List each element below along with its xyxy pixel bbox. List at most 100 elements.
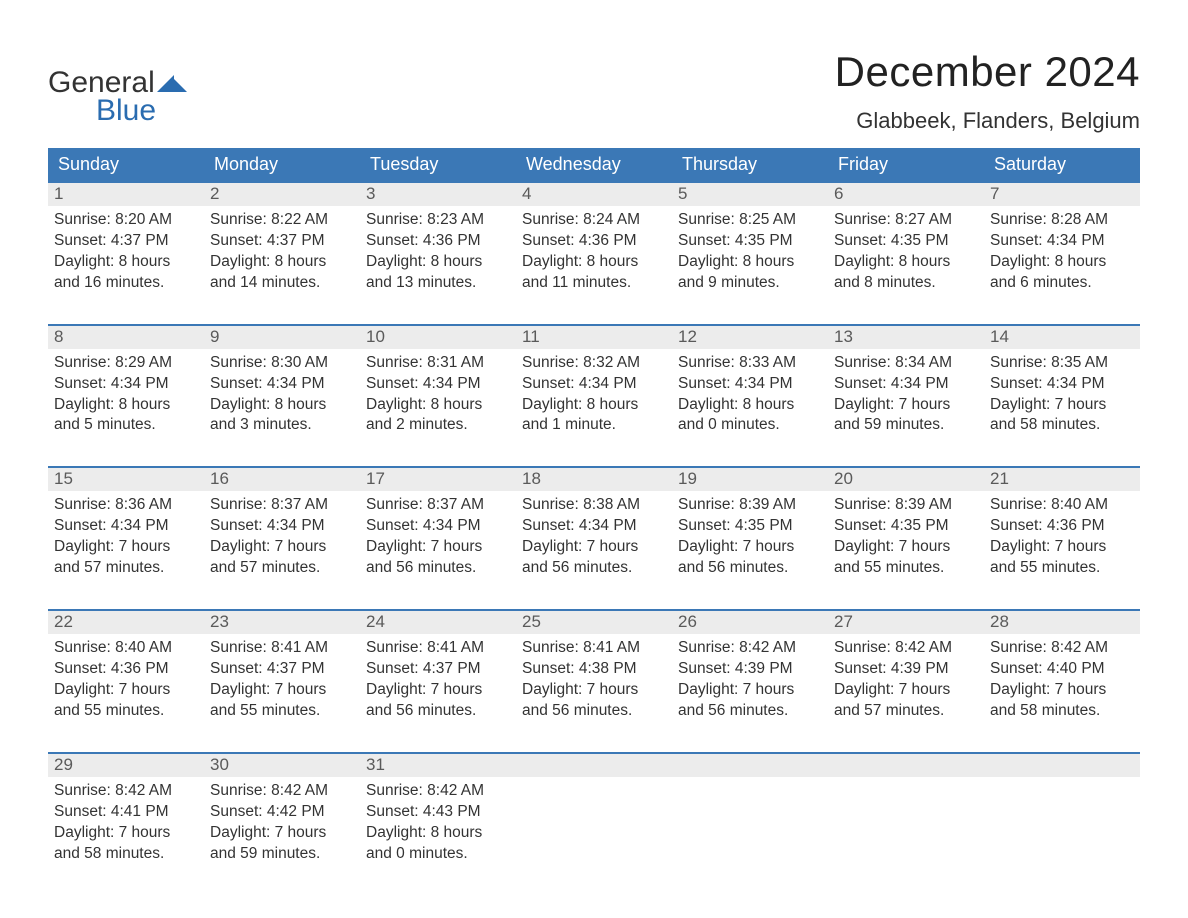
day-number: 14 — [984, 326, 1140, 349]
sunrise-line: Sunrise: 8:22 AM — [210, 210, 354, 231]
daylight-line-2: and 9 minutes. — [678, 273, 822, 294]
daylight-line-2: and 55 minutes. — [210, 701, 354, 722]
day-number: 9 — [204, 326, 360, 349]
day-cell-15: 15Sunrise: 8:36 AMSunset: 4:34 PMDayligh… — [48, 468, 204, 585]
day-cell-30: 30Sunrise: 8:42 AMSunset: 4:42 PMDayligh… — [204, 754, 360, 871]
sunrise-line: Sunrise: 8:42 AM — [210, 781, 354, 802]
weekday-header-row: SundayMondayTuesdayWednesdayThursdayFrid… — [48, 148, 1140, 181]
day-cell-27: 27Sunrise: 8:42 AMSunset: 4:39 PMDayligh… — [828, 611, 984, 728]
sunset-line: Sunset: 4:36 PM — [54, 659, 198, 680]
day-number: 31 — [360, 754, 516, 777]
day-body: Sunrise: 8:37 AMSunset: 4:34 PMDaylight:… — [204, 491, 360, 585]
location-text: Glabbeek, Flanders, Belgium — [835, 108, 1140, 134]
sunset-line: Sunset: 4:34 PM — [990, 374, 1134, 395]
daylight-line-1: Daylight: 8 hours — [210, 395, 354, 416]
sunrise-line: Sunrise: 8:42 AM — [678, 638, 822, 659]
daylight-line-1: Daylight: 8 hours — [522, 395, 666, 416]
daylight-line-2: and 58 minutes. — [54, 844, 198, 865]
day-number: 13 — [828, 326, 984, 349]
day-number — [828, 754, 984, 777]
day-body: Sunrise: 8:41 AMSunset: 4:37 PMDaylight:… — [204, 634, 360, 728]
day-number: 16 — [204, 468, 360, 491]
daylight-line-1: Daylight: 7 hours — [678, 680, 822, 701]
week-row-3: 22Sunrise: 8:40 AMSunset: 4:36 PMDayligh… — [48, 609, 1140, 728]
weekday-sunday: Sunday — [48, 148, 204, 181]
empty-day-cell — [672, 754, 828, 871]
day-body: Sunrise: 8:37 AMSunset: 4:34 PMDaylight:… — [360, 491, 516, 585]
day-body: Sunrise: 8:28 AMSunset: 4:34 PMDaylight:… — [984, 206, 1140, 300]
sunrise-line: Sunrise: 8:25 AM — [678, 210, 822, 231]
sunrise-line: Sunrise: 8:28 AM — [990, 210, 1134, 231]
day-number: 27 — [828, 611, 984, 634]
weekday-monday: Monday — [204, 148, 360, 181]
daylight-line-1: Daylight: 7 hours — [366, 680, 510, 701]
sunrise-line: Sunrise: 8:40 AM — [54, 638, 198, 659]
daylight-line-2: and 0 minutes. — [678, 415, 822, 436]
daylight-line-1: Daylight: 7 hours — [678, 537, 822, 558]
daylight-line-1: Daylight: 8 hours — [366, 823, 510, 844]
day-body: Sunrise: 8:36 AMSunset: 4:34 PMDaylight:… — [48, 491, 204, 585]
sunrise-line: Sunrise: 8:37 AM — [366, 495, 510, 516]
sunrise-line: Sunrise: 8:31 AM — [366, 353, 510, 374]
day-body: Sunrise: 8:30 AMSunset: 4:34 PMDaylight:… — [204, 349, 360, 443]
day-number: 28 — [984, 611, 1140, 634]
day-body: Sunrise: 8:22 AMSunset: 4:37 PMDaylight:… — [204, 206, 360, 300]
day-cell-29: 29Sunrise: 8:42 AMSunset: 4:41 PMDayligh… — [48, 754, 204, 871]
week-row-1: 8Sunrise: 8:29 AMSunset: 4:34 PMDaylight… — [48, 324, 1140, 443]
sunrise-line: Sunrise: 8:37 AM — [210, 495, 354, 516]
day-body: Sunrise: 8:41 AMSunset: 4:37 PMDaylight:… — [360, 634, 516, 728]
day-number: 8 — [48, 326, 204, 349]
day-cell-25: 25Sunrise: 8:41 AMSunset: 4:38 PMDayligh… — [516, 611, 672, 728]
sunset-line: Sunset: 4:34 PM — [210, 374, 354, 395]
day-number: 5 — [672, 183, 828, 206]
daylight-line-1: Daylight: 8 hours — [210, 252, 354, 273]
sunset-line: Sunset: 4:43 PM — [366, 802, 510, 823]
day-cell-10: 10Sunrise: 8:31 AMSunset: 4:34 PMDayligh… — [360, 326, 516, 443]
day-body: Sunrise: 8:35 AMSunset: 4:34 PMDaylight:… — [984, 349, 1140, 443]
sunrise-line: Sunrise: 8:34 AM — [834, 353, 978, 374]
sunset-line: Sunset: 4:34 PM — [522, 374, 666, 395]
day-number: 15 — [48, 468, 204, 491]
daylight-line-2: and 55 minutes. — [990, 558, 1134, 579]
day-cell-13: 13Sunrise: 8:34 AMSunset: 4:34 PMDayligh… — [828, 326, 984, 443]
sunset-line: Sunset: 4:39 PM — [678, 659, 822, 680]
sunrise-line: Sunrise: 8:41 AM — [366, 638, 510, 659]
daylight-line-2: and 1 minute. — [522, 415, 666, 436]
daylight-line-1: Daylight: 8 hours — [834, 252, 978, 273]
daylight-line-2: and 13 minutes. — [366, 273, 510, 294]
day-cell-12: 12Sunrise: 8:33 AMSunset: 4:34 PMDayligh… — [672, 326, 828, 443]
daylight-line-1: Daylight: 7 hours — [54, 537, 198, 558]
day-body: Sunrise: 8:42 AMSunset: 4:39 PMDaylight:… — [672, 634, 828, 728]
daylight-line-2: and 56 minutes. — [678, 558, 822, 579]
day-cell-8: 8Sunrise: 8:29 AMSunset: 4:34 PMDaylight… — [48, 326, 204, 443]
week-row-4: 29Sunrise: 8:42 AMSunset: 4:41 PMDayligh… — [48, 752, 1140, 871]
day-cell-7: 7Sunrise: 8:28 AMSunset: 4:34 PMDaylight… — [984, 183, 1140, 300]
daylight-line-2: and 14 minutes. — [210, 273, 354, 294]
day-number: 2 — [204, 183, 360, 206]
daylight-line-1: Daylight: 7 hours — [210, 537, 354, 558]
day-body: Sunrise: 8:25 AMSunset: 4:35 PMDaylight:… — [672, 206, 828, 300]
title-block: December 2024 Glabbeek, Flanders, Belgiu… — [835, 48, 1140, 134]
sunset-line: Sunset: 4:37 PM — [54, 231, 198, 252]
daylight-line-1: Daylight: 7 hours — [54, 823, 198, 844]
day-number: 20 — [828, 468, 984, 491]
daylight-line-2: and 3 minutes. — [210, 415, 354, 436]
day-cell-21: 21Sunrise: 8:40 AMSunset: 4:36 PMDayligh… — [984, 468, 1140, 585]
sunrise-line: Sunrise: 8:38 AM — [522, 495, 666, 516]
daylight-line-1: Daylight: 8 hours — [366, 252, 510, 273]
day-number: 25 — [516, 611, 672, 634]
weekday-friday: Friday — [828, 148, 984, 181]
daylight-line-1: Daylight: 8 hours — [366, 395, 510, 416]
day-cell-23: 23Sunrise: 8:41 AMSunset: 4:37 PMDayligh… — [204, 611, 360, 728]
daylight-line-1: Daylight: 7 hours — [210, 680, 354, 701]
day-body: Sunrise: 8:29 AMSunset: 4:34 PMDaylight:… — [48, 349, 204, 443]
daylight-line-1: Daylight: 7 hours — [990, 395, 1134, 416]
day-number: 1 — [48, 183, 204, 206]
day-cell-14: 14Sunrise: 8:35 AMSunset: 4:34 PMDayligh… — [984, 326, 1140, 443]
sunset-line: Sunset: 4:36 PM — [522, 231, 666, 252]
day-body: Sunrise: 8:39 AMSunset: 4:35 PMDaylight:… — [672, 491, 828, 585]
day-cell-11: 11Sunrise: 8:32 AMSunset: 4:34 PMDayligh… — [516, 326, 672, 443]
daylight-line-2: and 59 minutes. — [834, 415, 978, 436]
daylight-line-2: and 16 minutes. — [54, 273, 198, 294]
sunset-line: Sunset: 4:34 PM — [210, 516, 354, 537]
